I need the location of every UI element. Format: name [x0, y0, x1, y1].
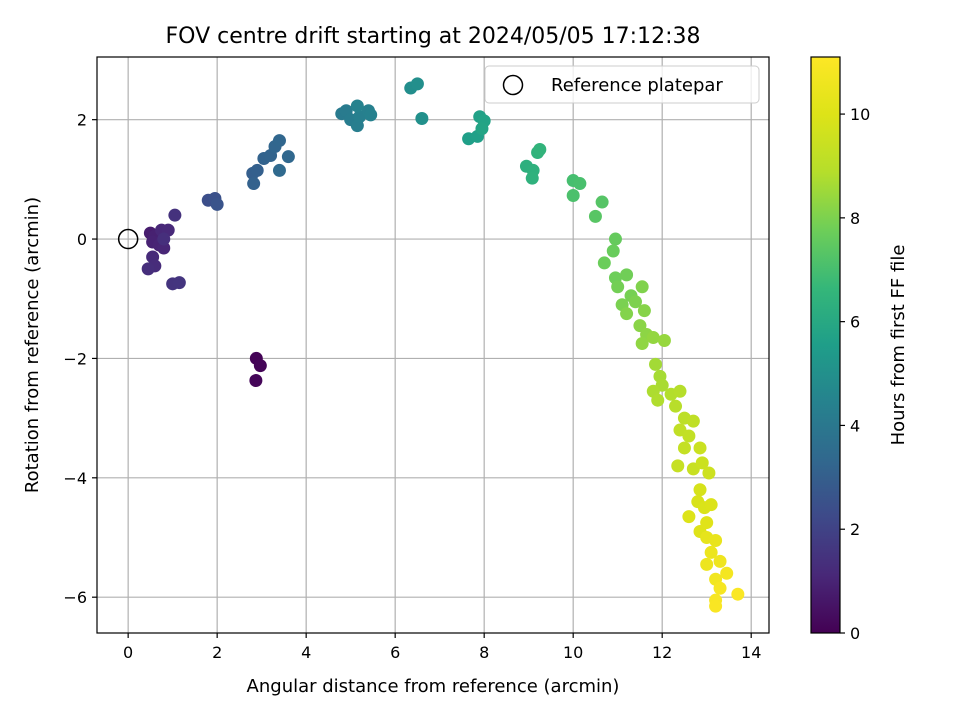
data-point: [247, 177, 261, 191]
data-point: [533, 143, 547, 157]
x-tick-label: 14: [741, 643, 761, 662]
data-point: [713, 554, 727, 568]
legend-box: [484, 65, 760, 104]
chart-title: FOV centre drift starting at 2024/05/05 …: [166, 24, 701, 49]
data-point: [157, 241, 171, 255]
data-point: [677, 441, 691, 455]
y-tick-label: −6: [63, 588, 87, 607]
data-point: [566, 188, 580, 202]
colorbar-tick-label: 6: [850, 313, 860, 332]
plot-frame: [96, 56, 770, 634]
data-point: [709, 533, 723, 547]
data-point: [713, 581, 727, 595]
data-point: [157, 232, 171, 246]
data-point: [525, 171, 539, 185]
data-point: [686, 414, 700, 428]
legend: Reference platepar: [484, 65, 760, 104]
data-point: [635, 337, 649, 351]
x-axis-ticks: 0 2 4 6 8 10 12 14: [123, 633, 761, 662]
x-tick-label: 10: [563, 643, 583, 662]
colorbar-tick-label: 2: [850, 520, 860, 539]
data-point: [704, 545, 718, 559]
data-point: [253, 359, 267, 373]
y-tick-label: 2: [77, 111, 87, 130]
y-axis-label: Rotation from reference (arcmin): [22, 197, 43, 493]
data-point: [657, 334, 671, 348]
x-tick-label: 4: [301, 643, 311, 662]
data-point: [249, 374, 263, 388]
x-tick-label: 6: [390, 643, 400, 662]
data-point: [141, 262, 155, 276]
y-tick-label: 0: [77, 230, 87, 249]
data-point: [595, 195, 609, 209]
data-point: [588, 209, 602, 223]
data-point: [272, 163, 286, 177]
colorbar-tick-label: 0: [850, 624, 860, 643]
legend-label: Reference platepar: [551, 75, 723, 96]
data-point: [350, 99, 364, 113]
data-point: [682, 429, 696, 443]
data-point: [168, 208, 182, 222]
data-point: [646, 331, 660, 345]
data-point: [637, 304, 651, 318]
x-tick-label: 2: [212, 643, 222, 662]
data-point: [475, 122, 489, 136]
data-point: [635, 280, 649, 294]
y-tick-label: −2: [63, 349, 87, 368]
colorbar-gradient: [810, 56, 841, 634]
legend-marker-icon: [502, 74, 524, 96]
data-point: [172, 276, 186, 290]
data-point: [731, 587, 745, 601]
data-point: [606, 244, 620, 258]
data-point: [620, 307, 634, 321]
data-point: [649, 357, 663, 371]
data-point: [628, 295, 642, 309]
data-point: [671, 459, 685, 473]
data-point: [620, 268, 634, 282]
colorbar-ticks: 0 2 4 6 8 10: [840, 105, 870, 643]
data-point: [693, 441, 707, 455]
data-point: [709, 599, 723, 613]
data-point: [695, 456, 709, 470]
x-tick-label: 0: [123, 643, 133, 662]
x-axis-label: Angular distance from reference (arcmin): [247, 676, 620, 697]
data-point: [669, 399, 683, 413]
data-point: [573, 177, 587, 191]
data-point: [272, 134, 286, 148]
data-point: [597, 256, 611, 270]
data-point: [700, 557, 714, 571]
data-point: [682, 510, 696, 524]
y-axis-ticks: −6 −4 −2 0 2: [63, 111, 97, 607]
x-tick-label: 12: [652, 643, 672, 662]
data-point: [633, 319, 647, 333]
x-tick-label: 8: [479, 643, 489, 662]
data-point: [415, 111, 429, 125]
data-point: [611, 280, 625, 294]
colorbar-tick-label: 4: [850, 416, 860, 435]
data-point: [700, 516, 714, 530]
colorbar-tick-label: 8: [850, 209, 860, 228]
data-point: [608, 232, 622, 246]
data-point: [651, 393, 665, 407]
data-point: [693, 483, 707, 497]
data-point: [364, 108, 378, 122]
data-point: [410, 77, 424, 91]
colorbar-label: Hours from first FF file: [888, 245, 909, 446]
data-point: [720, 566, 734, 580]
data-point: [704, 498, 718, 512]
y-tick-label: −4: [63, 469, 87, 488]
reference-platepar-marker: [117, 228, 139, 250]
data-point: [250, 163, 264, 177]
data-point: [210, 197, 224, 211]
colorbar-tick-label: 10: [850, 105, 870, 124]
data-point: [281, 150, 295, 164]
data-points: [141, 77, 745, 613]
colorbar: 0 2 4 6 8 10 Hours from first FF file: [810, 56, 909, 643]
data-point: [702, 466, 716, 480]
data-point: [673, 384, 687, 398]
